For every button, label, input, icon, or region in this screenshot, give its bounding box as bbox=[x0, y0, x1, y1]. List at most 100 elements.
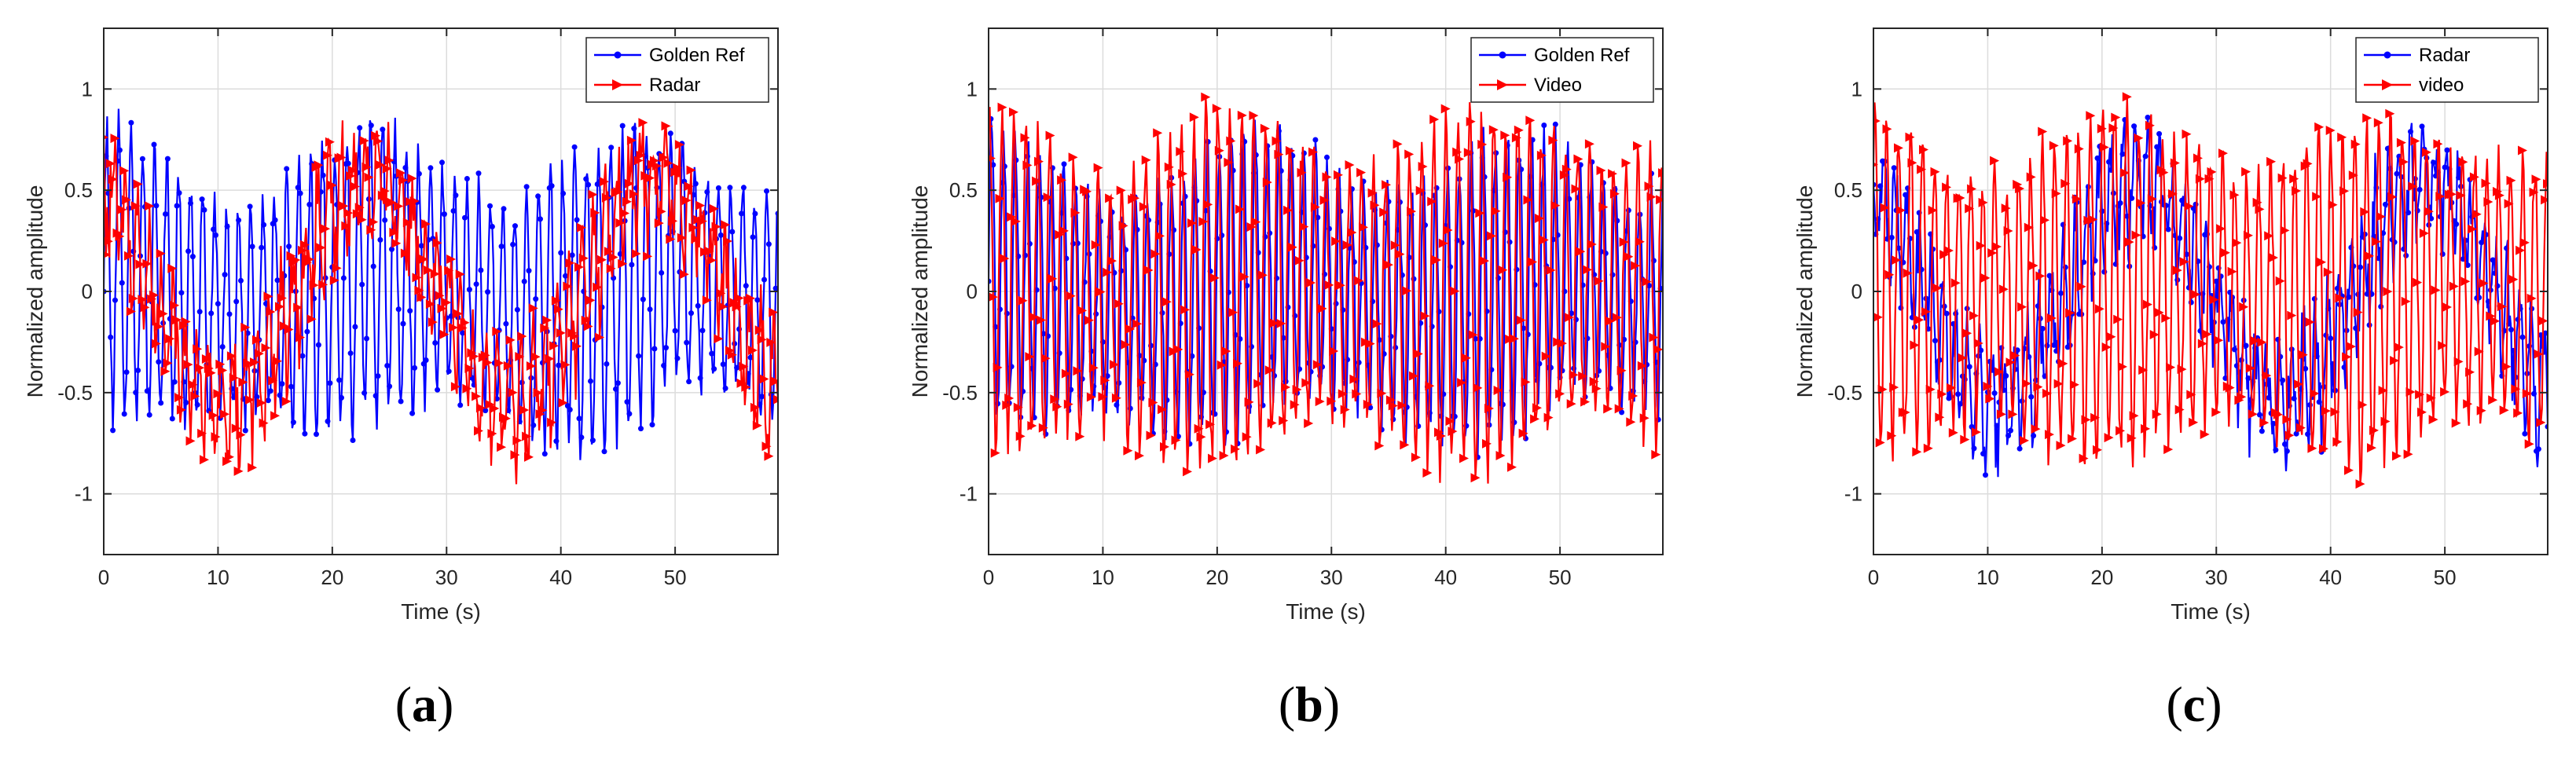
data-point bbox=[259, 244, 265, 251]
data-point bbox=[1176, 146, 1186, 156]
data-point bbox=[119, 280, 125, 286]
data-point bbox=[2438, 340, 2448, 350]
data-point bbox=[2426, 393, 2436, 403]
data-point bbox=[2270, 420, 2277, 427]
data-point bbox=[1009, 107, 1018, 117]
data-point bbox=[373, 136, 383, 146]
data-point bbox=[2284, 448, 2290, 454]
data-point bbox=[1889, 383, 1899, 393]
data-point bbox=[538, 216, 543, 222]
caption-a-open: ( bbox=[394, 676, 412, 732]
data-point bbox=[2163, 445, 2174, 455]
data-point bbox=[1420, 311, 1430, 321]
data-point bbox=[711, 222, 721, 232]
data-point bbox=[503, 320, 509, 327]
data-point bbox=[1621, 158, 1631, 168]
data-point bbox=[764, 451, 774, 461]
data-point bbox=[332, 263, 342, 273]
data-point bbox=[1983, 381, 1993, 391]
data-point bbox=[1493, 150, 1499, 156]
data-point bbox=[2394, 342, 2404, 353]
data-point bbox=[424, 265, 433, 275]
data-point bbox=[1201, 92, 1211, 102]
data-point bbox=[178, 290, 185, 296]
data-point bbox=[515, 352, 525, 361]
data-point bbox=[196, 309, 203, 315]
data-point bbox=[1379, 207, 1389, 218]
data-point bbox=[394, 201, 404, 211]
data-point bbox=[2093, 445, 2102, 455]
data-point bbox=[2244, 230, 2253, 240]
data-point bbox=[740, 185, 747, 191]
data-point bbox=[172, 315, 182, 325]
data-point bbox=[2193, 153, 2203, 163]
data-point bbox=[1409, 371, 1418, 381]
data-point bbox=[2065, 308, 2075, 318]
data-point bbox=[759, 394, 765, 400]
data-point bbox=[697, 375, 703, 381]
data-point bbox=[2174, 405, 2185, 415]
data-point bbox=[1027, 421, 1037, 430]
data-point bbox=[359, 136, 369, 146]
data-point bbox=[2238, 357, 2244, 363]
data-point bbox=[1315, 397, 1325, 407]
legend-marker bbox=[2383, 51, 2391, 59]
data-point bbox=[1304, 419, 1314, 428]
data-point bbox=[291, 255, 301, 265]
data-point bbox=[2414, 207, 2420, 214]
data-point bbox=[1480, 256, 1490, 266]
data-point bbox=[464, 363, 475, 373]
data-point bbox=[1942, 182, 1952, 192]
data-point bbox=[2019, 398, 2025, 405]
data-point bbox=[256, 397, 266, 408]
data-point bbox=[2373, 185, 2380, 191]
data-point bbox=[1139, 202, 1149, 212]
data-point bbox=[2305, 431, 2311, 438]
data-point bbox=[2191, 289, 2201, 299]
data-point bbox=[613, 187, 623, 197]
data-point bbox=[583, 176, 589, 182]
x-tick-label: 20 bbox=[321, 566, 343, 589]
data-point bbox=[711, 366, 717, 372]
data-point bbox=[480, 350, 490, 361]
data-point bbox=[2541, 195, 2548, 205]
data-point bbox=[1184, 369, 1194, 379]
data-point bbox=[2305, 317, 2315, 327]
data-point bbox=[1578, 371, 1588, 381]
legend-marker bbox=[1497, 79, 1508, 90]
data-point bbox=[1194, 198, 1200, 204]
data-point bbox=[1603, 404, 1613, 414]
data-point bbox=[1075, 431, 1085, 441]
data-point bbox=[190, 391, 200, 401]
data-point bbox=[314, 431, 319, 438]
legend-box bbox=[585, 37, 769, 103]
data-point bbox=[1457, 378, 1467, 388]
data-point bbox=[704, 189, 710, 195]
data-point bbox=[578, 434, 585, 441]
data-point bbox=[1432, 255, 1442, 265]
data-point bbox=[2131, 123, 2137, 130]
data-point bbox=[1258, 270, 1268, 280]
data-point bbox=[211, 226, 217, 233]
data-point bbox=[589, 438, 596, 444]
data-point bbox=[2303, 159, 2313, 169]
data-point bbox=[156, 248, 166, 258]
data-point bbox=[1367, 188, 1378, 198]
data-point bbox=[2373, 118, 2383, 128]
data-point bbox=[135, 259, 145, 269]
data-point bbox=[487, 203, 493, 209]
data-point bbox=[2016, 445, 2023, 452]
data-point bbox=[295, 332, 306, 342]
data-point bbox=[1498, 265, 1508, 275]
data-point bbox=[1569, 310, 1575, 317]
data-point bbox=[619, 123, 626, 129]
data-point bbox=[2113, 314, 2123, 324]
data-point bbox=[450, 382, 461, 392]
data-point bbox=[2494, 190, 2504, 200]
y-tick-label: -0.5 bbox=[942, 381, 978, 405]
data-point bbox=[315, 342, 321, 348]
data-point bbox=[1331, 236, 1341, 247]
data-point bbox=[1440, 104, 1451, 114]
data-point bbox=[668, 216, 678, 226]
